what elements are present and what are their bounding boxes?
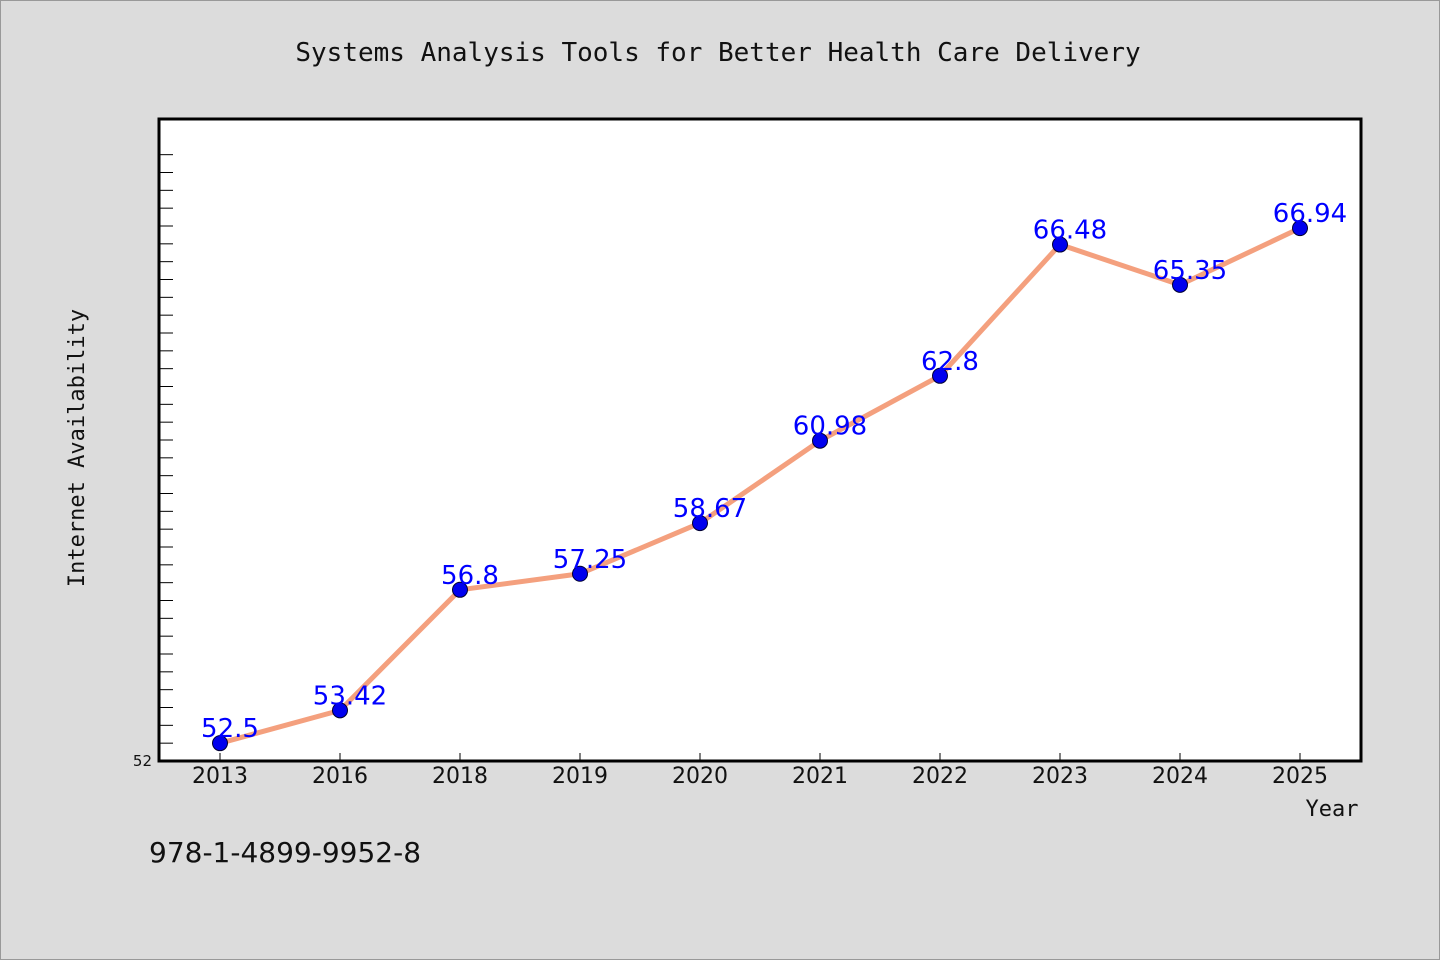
x-tick-label: 2022 — [912, 764, 968, 789]
x-axis-ticks: 2013 2016 2018 2019 2020 2021 2022 2023 2024 2025 — [192, 753, 1328, 789]
series-line — [219, 225, 1302, 746]
x-axis-title: Year — [1306, 797, 1359, 822]
data-label: 60.98 — [793, 412, 867, 442]
data-point — [932, 367, 948, 384]
data-point — [572, 565, 588, 582]
x-tick-label: 2013 — [192, 764, 248, 789]
data-label: 53.42 — [313, 681, 387, 711]
series-line-group — [219, 225, 1302, 746]
y-axis-title: Internet Availability — [65, 309, 90, 587]
data-label: 66.48 — [1033, 216, 1107, 246]
data-label: 65.35 — [1153, 256, 1227, 286]
y-tick-label: 52 — [133, 752, 152, 770]
data-point — [212, 735, 228, 752]
data-point — [1292, 220, 1308, 237]
x-tick-label: 2020 — [672, 764, 728, 789]
data-label: 58.67 — [673, 494, 747, 524]
data-label: 57.25 — [553, 545, 627, 575]
x-tick-label: 2024 — [1152, 764, 1208, 789]
x-tick-label: 2019 — [552, 764, 608, 789]
data-label: 52.5 — [201, 714, 259, 744]
y-axis-ticks — [159, 154, 173, 762]
x-tick-label: 2018 — [432, 764, 488, 789]
isbn-text: 978-1-4899-9952-8 — [149, 836, 421, 869]
data-point — [332, 702, 348, 719]
x-tick-label: 2021 — [792, 764, 848, 789]
x-tick-label: 2016 — [312, 764, 368, 789]
data-point — [452, 581, 468, 598]
data-label: 66.94 — [1273, 199, 1347, 229]
data-label: 56.8 — [441, 561, 499, 591]
plot-area — [157, 117, 1363, 763]
x-tick-label: 2023 — [1032, 764, 1088, 789]
data-labels-group: 52.5 53.42 56.8 57.25 58.67 60.98 62.8 66.48 65.… — [201, 199, 1347, 744]
data-label: 62.8 — [921, 347, 979, 377]
x-tick-label: 2025 — [1272, 764, 1328, 789]
data-point — [812, 432, 828, 449]
chart-title: Systems Analysis Tools for Better Health… — [295, 38, 1140, 68]
data-point — [692, 515, 708, 532]
data-point — [1052, 236, 1068, 253]
data-point — [1172, 276, 1188, 293]
markers-group — [212, 220, 1308, 752]
